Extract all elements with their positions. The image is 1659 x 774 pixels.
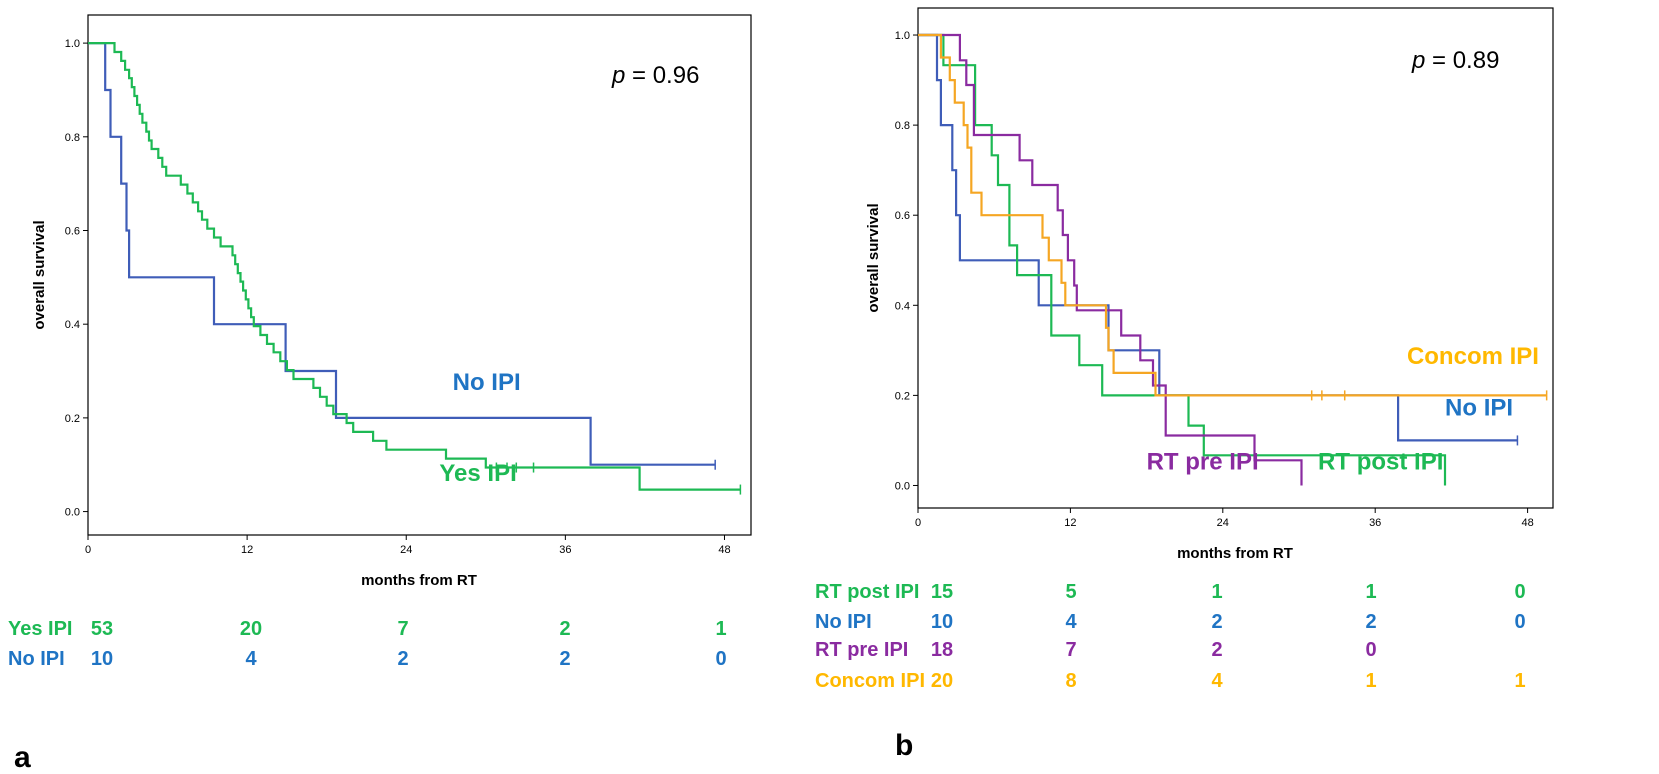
panel-b-curve-concom-ipi (918, 33, 1547, 397)
panel-b-ytick-label: 1.0 (895, 30, 910, 42)
panel-a-y-axis-label: overall survival (31, 220, 48, 329)
panel-b-curve-rt-pre-ipi (918, 33, 1303, 486)
panel-b-curve-rt-post-ipi (918, 33, 1447, 486)
panel-a-p-symbol: p (611, 62, 625, 89)
panel-a-risk-row-label: No IPI (8, 648, 65, 670)
panel-b-risk-row-label: No IPI (815, 611, 872, 633)
panel-b-xtick-label: 24 (1217, 517, 1229, 529)
panel-a-p-value: p = 0.96 (611, 62, 699, 89)
panel-b-risk-value: 20 (931, 670, 953, 692)
panel-a-risk-value: 2 (397, 648, 408, 670)
panel-b-plot-frame (917, 7, 1554, 509)
panel-a-risk-value: 1 (715, 618, 726, 640)
panel-b-risk-value: 0 (1514, 611, 1525, 633)
panel-b-risk-value: 0 (1514, 581, 1525, 603)
panel-b-p-value: p = 0.89 (1411, 47, 1499, 74)
panel-b-xtick-label: 36 (1369, 517, 1381, 529)
panel-a-ytick-label: 0.4 (65, 319, 80, 331)
panel-a-xtick-label: 36 (559, 544, 571, 556)
panel-b-p-value-text: = 0.89 (1425, 47, 1499, 74)
panel-b-risk-value: 18 (931, 639, 953, 661)
panel-a-xtick-label: 12 (241, 544, 253, 556)
panel-b-ytick-label: 0.0 (895, 480, 910, 492)
panel-b-risk-value: 10 (931, 611, 953, 633)
panel-b-curve-no-ipi (918, 33, 1518, 442)
panel-b-x-axis-label: months from RT (1177, 545, 1293, 562)
panel-b-risk-value: 5 (1065, 581, 1076, 603)
panel-b-risk-value: 7 (1065, 639, 1076, 661)
panel-b-risk-value: 1 (1365, 581, 1376, 603)
panel-b-risk-value: 8 (1065, 670, 1076, 692)
panel-b-risk-row-label: RT post IPI (815, 581, 919, 603)
panel-a-risk-value: 53 (91, 618, 113, 640)
panel-b-risk-row-label: Concom IPI (815, 670, 925, 692)
panel-a-risk-value: 20 (240, 618, 262, 640)
panel-a-ytick-label: 0.0 (65, 507, 80, 519)
panel-b-curve-label-no-ipi: No IPI (1445, 395, 1513, 422)
panel-a-ytick-label: 0.6 (65, 225, 80, 237)
panel-a-curve-label-yes-ipi: Yes IPI (439, 460, 516, 487)
panel-b-risk-value: 15 (931, 581, 953, 603)
panel-a-ytick-label: 0.2 (65, 413, 80, 425)
panel-b-curve-label-rt-post-ipi: RT post IPI (1318, 449, 1443, 476)
panel-b-y-axis-label: overall survival (865, 203, 882, 312)
panel-b-risk-value: 1 (1365, 670, 1376, 692)
panel-a-p-value-text: = 0.96 (625, 62, 699, 89)
panel-a-risk-value: 2 (559, 648, 570, 670)
panel-b-risk-value: 4 (1211, 670, 1223, 692)
panel-b-letter: b (895, 729, 913, 762)
panel-b-risk-value: 4 (1065, 611, 1077, 633)
panel-a-xtick-label: 24 (400, 544, 412, 556)
panel-b-ytick-label: 0.2 (895, 390, 910, 402)
panel-b-risk-value: 2 (1211, 611, 1222, 633)
panel-b-risk-value: 2 (1365, 611, 1376, 633)
panel-b-ytick-label: 0.4 (895, 300, 910, 312)
panel-a-plot-frame (87, 14, 752, 536)
panel-b-xtick-label: 48 (1521, 517, 1533, 529)
panel-a-risk-value: 4 (245, 648, 257, 670)
panel-a-letter: a (14, 741, 31, 774)
panel-b-risk-row-label: RT pre IPI (815, 639, 908, 661)
panel-a-risk-row-label: Yes IPI (8, 618, 73, 640)
panel-a-curve-yes-ipi (88, 42, 741, 491)
panel-a-x-axis-label: months from RT (361, 572, 477, 589)
panel-b-risk-value: 0 (1365, 639, 1376, 661)
panel-a-risk-value: 0 (715, 648, 726, 670)
panel-a-ytick-label: 0.8 (65, 132, 80, 144)
panel-b-p-symbol: p (1411, 47, 1425, 74)
panel-a-risk-value: 10 (91, 648, 113, 670)
panel-b-risk-value: 2 (1211, 639, 1222, 661)
panel-a-xtick-label: 48 (718, 544, 730, 556)
panel-a-ytick-label: 1.0 (65, 38, 80, 50)
panel-b-curve-label-concom-ipi: Concom IPI (1407, 343, 1539, 370)
panel-b-curve-label-rt-pre-ipi: RT pre IPI (1147, 449, 1259, 476)
panel-b-ytick-label: 0.6 (895, 210, 910, 222)
panel-b-xtick-label: 0 (915, 517, 921, 529)
panel-b-risk-value: 1 (1211, 581, 1222, 603)
panel-a-risk-value: 2 (559, 618, 570, 640)
panel-a-xtick-label: 0 (85, 544, 91, 556)
panel-a-risk-value: 7 (397, 618, 408, 640)
panel-a-curve-no-ipi (88, 42, 716, 466)
panel-b-xtick-label: 12 (1064, 517, 1076, 529)
panel-b-ytick-label: 0.8 (895, 120, 910, 132)
panel-a-curve-label-no-ipi: No IPI (453, 369, 521, 396)
panel-b-risk-value: 1 (1514, 670, 1525, 692)
